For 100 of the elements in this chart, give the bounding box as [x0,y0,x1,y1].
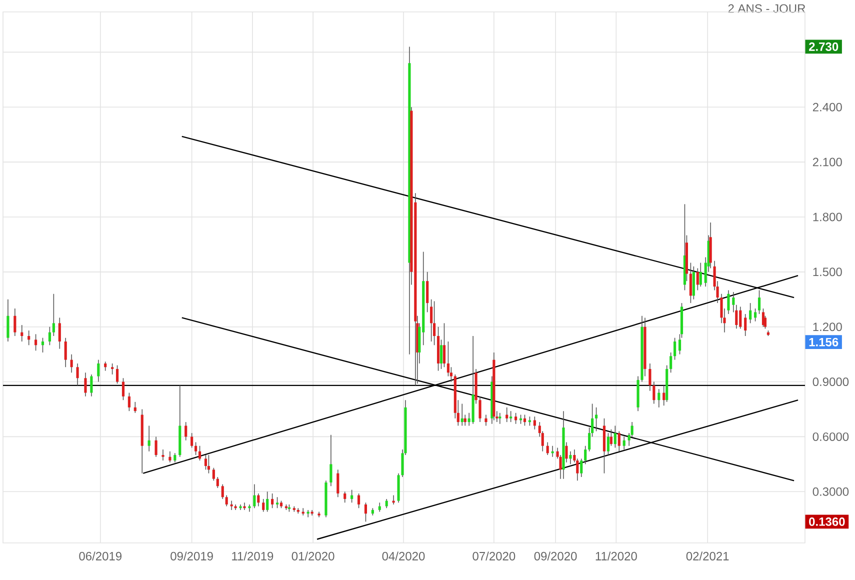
candlestick [34,334,38,352]
candlestick [433,300,436,346]
candlestick [378,502,381,512]
candlestick [744,314,747,336]
candlestick [658,388,660,408]
candlestick [271,493,274,509]
candlestick [6,298,10,342]
candlestick [58,317,61,350]
candlestick [546,442,549,456]
candlestick [20,324,24,342]
candlestick [565,442,568,463]
candlestick [584,445,587,465]
candlestick [134,402,136,414]
x-tick-label: 09/2019 [170,552,213,560]
candlestick [614,425,616,448]
candlestick [243,502,246,510]
candlestick [84,372,87,397]
candlestick [128,392,130,412]
candlestick [266,491,269,512]
candlestick [198,445,202,461]
y-tick-label: 0.9000 [812,378,849,386]
candlestick [28,330,30,346]
candlestick [48,326,51,346]
candlestick [97,359,100,382]
x-tick-label: 06/2019 [79,552,122,560]
candlestick [52,293,55,336]
candlestick [510,410,512,422]
candlestick [478,396,482,422]
candlestick [14,308,16,336]
candlestick [174,452,176,463]
x-tick-label: 01/2020 [292,552,334,560]
candlestick [440,339,443,370]
x-tick-label: 09/2020 [534,552,577,560]
candlestick [739,306,742,330]
candlestick [385,498,388,509]
candlestick [148,425,150,452]
candlestick [696,268,699,291]
candlestick [357,493,360,509]
candlestick [732,292,735,313]
candlestick [692,266,695,300]
y-tick-label: 1.500 [813,268,842,276]
candlestick [610,428,612,446]
candlestick [652,381,656,404]
candlestick [464,414,466,426]
text: 0.1360 [809,517,845,526]
y-tick-label: 0.3000 [812,487,849,496]
candlestick [622,436,626,450]
candlestick [506,407,508,422]
x-tick-label: 04/2020 [382,552,425,560]
candlestick [204,454,208,470]
candlestick [580,458,583,478]
candlestick [727,290,730,314]
candlestick [699,262,702,287]
candlestick [230,500,233,510]
candlestick [212,467,215,482]
candlestick [674,337,676,360]
x-tick-label: 02/2021 [686,552,729,560]
candlestick [350,489,354,504]
candlestick [64,337,67,368]
candlestick [207,454,210,474]
candlestick [90,374,93,397]
candlestick [430,298,433,342]
candlestick [190,432,194,448]
candlestick [749,302,752,324]
candlestick [758,290,761,314]
candlestick [111,363,114,375]
candlestick [253,484,256,509]
candlestick [689,262,692,304]
x-tick-label: 11/2020 [596,552,637,560]
candlestick [216,476,219,488]
candlestick [569,450,572,465]
candlestick [648,363,652,392]
candlestick [426,272,429,313]
y-tick-label: 2.400 [812,102,842,112]
candlestick [606,432,610,456]
candlestick [154,436,158,458]
candlestick [116,364,119,384]
candlestick [594,407,598,432]
y-tick-label: 2.100 [812,158,842,166]
candlestick [336,469,340,498]
candlestick [276,496,279,509]
candlestick [225,494,228,507]
candlestick [670,352,672,374]
candlestick [484,414,488,426]
text: 2.730 [809,42,838,51]
candlestick [523,414,526,426]
candlestick [442,322,446,368]
candlestick [460,403,464,426]
candlestick [754,308,757,322]
candlestick [162,449,164,461]
candlestick [41,337,44,353]
candlestick [330,434,332,487]
y-tick-label: 1.200 [813,322,842,332]
candlestick [533,416,536,430]
candlestick [168,450,172,463]
y-tick-label: 1.800 [813,212,842,222]
candlestick [498,412,502,424]
candlestick [364,502,368,522]
candlestick [662,385,666,406]
candlestick [221,484,224,500]
